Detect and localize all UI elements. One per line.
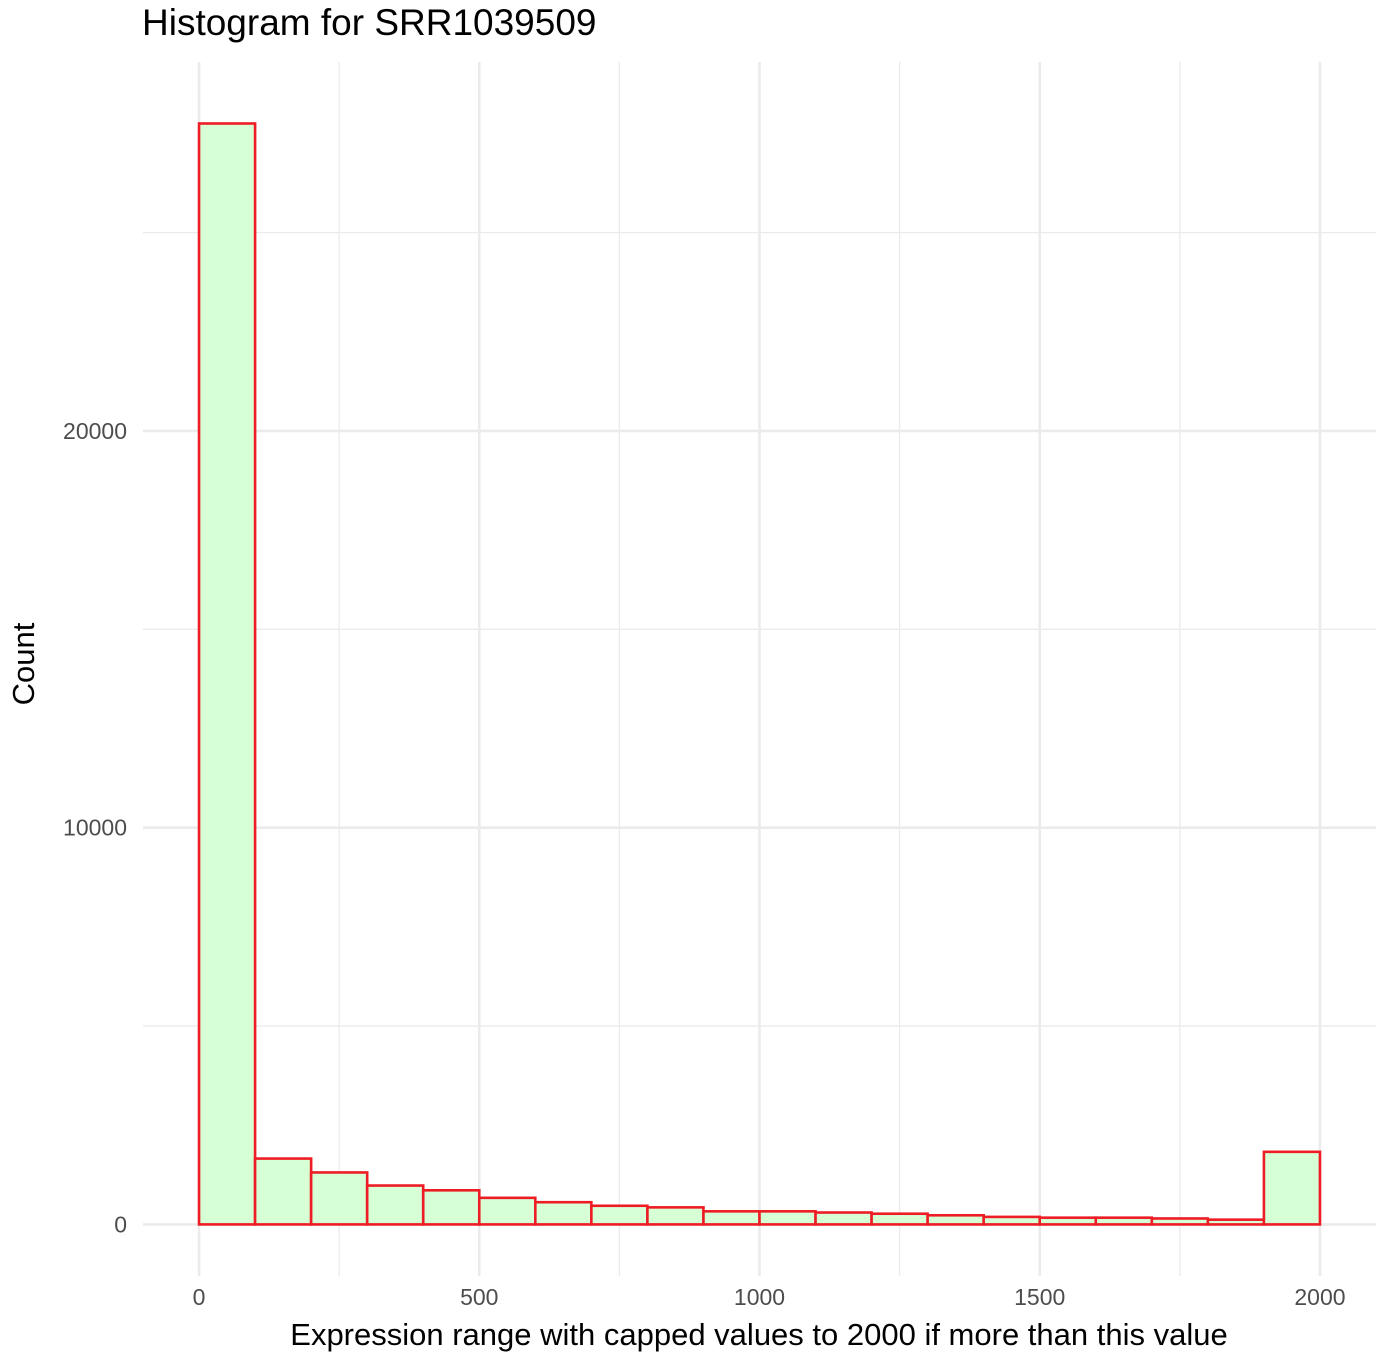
histogram-bar [253, 1157, 313, 1226]
histogram-bar [421, 1189, 481, 1226]
x-tick-label: 0 [193, 1284, 206, 1310]
histogram-bar [1094, 1216, 1154, 1226]
chart-title: Histogram for SRR1039509 [142, 2, 597, 43]
histogram-bars [197, 122, 1322, 1226]
x-axis-tick-labels: 0 500 1000 1500 2000 [193, 1284, 1346, 1310]
histogram-bar [758, 1210, 817, 1226]
y-tick-label: 0 [114, 1211, 127, 1237]
histogram-bar [870, 1212, 929, 1226]
histogram-bar [590, 1204, 649, 1226]
histogram-bar [1262, 1150, 1322, 1226]
x-tick-label: 2000 [1294, 1284, 1345, 1310]
histogram-bar [309, 1171, 369, 1226]
y-tick-label: 10000 [63, 815, 127, 841]
histogram-bar [814, 1211, 873, 1226]
x-tick-label: 1500 [1014, 1284, 1065, 1310]
histogram-bar [534, 1200, 593, 1226]
x-axis-title: Expression range with capped values to 2… [290, 1317, 1227, 1352]
y-axis-title: Count [6, 622, 41, 705]
x-tick-label: 1000 [734, 1284, 785, 1310]
histogram-bar [365, 1184, 425, 1226]
histogram-bar [702, 1210, 761, 1226]
grid-lines [143, 62, 1376, 1276]
histogram-bar [197, 122, 257, 1226]
histogram-bar [1038, 1216, 1098, 1226]
y-axis-tick-labels: 0 10000 20000 [63, 418, 127, 1237]
histogram-bar [1206, 1218, 1266, 1226]
histogram-bar [477, 1196, 537, 1226]
histogram-bar [982, 1215, 1042, 1226]
histogram-bar [646, 1206, 705, 1226]
x-tick-label: 500 [460, 1284, 498, 1310]
histogram-bar [1150, 1217, 1210, 1226]
histogram-bar [926, 1214, 985, 1226]
y-tick-label: 20000 [63, 418, 127, 444]
